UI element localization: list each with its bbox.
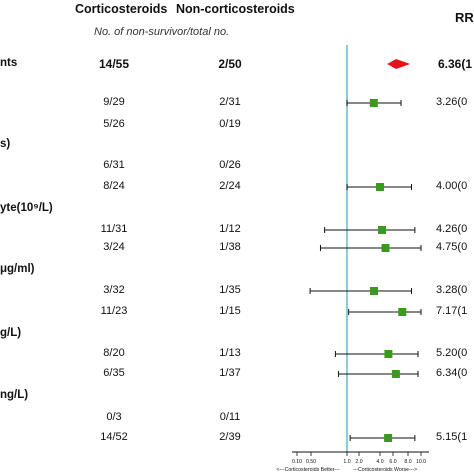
- cell-rr: 5.15(1: [436, 431, 468, 443]
- summary-diamond: [387, 59, 411, 69]
- point-estimate: [369, 99, 378, 107]
- cell-corticosteroids: 11/31: [100, 223, 128, 235]
- row-label: s): [0, 138, 11, 150]
- annotation-worse: ---Corticosteroids Worse--->: [353, 467, 417, 473]
- cell-rr: 7.17(1: [436, 305, 468, 317]
- row-label: ng/L): [0, 389, 29, 401]
- cell-non-corticosteroids: 0/19: [219, 118, 241, 130]
- x-tick-label: 6.0: [389, 459, 396, 465]
- row-label: yte(10⁹/L): [0, 202, 53, 214]
- point-estimate: [381, 244, 390, 252]
- row-label: g/L): [0, 327, 22, 339]
- point-estimate: [391, 370, 400, 378]
- cell-non-corticosteroids: 2/31: [219, 96, 241, 108]
- cell-non-corticosteroids: 1/12: [219, 223, 241, 235]
- cell-rr: 3.26(0: [436, 96, 468, 108]
- x-tick-label: 4.0: [376, 459, 383, 465]
- cell-corticosteroids: 6/31: [103, 159, 125, 171]
- cell-corticosteroids: 3/24: [103, 241, 125, 253]
- cell-non-corticosteroids: 2/50: [218, 57, 242, 71]
- point-estimate: [376, 183, 384, 191]
- cell-non-corticosteroids: 0/11: [219, 411, 241, 423]
- point-estimate: [384, 434, 393, 442]
- x-tick-label: 10.0: [416, 459, 426, 465]
- row-label: nts: [0, 57, 18, 69]
- cell-corticosteroids: 0/3: [106, 411, 122, 423]
- cell-rr: 6.34(0: [436, 367, 468, 379]
- cell-non-corticosteroids: 2/24: [219, 180, 241, 192]
- cell-corticosteroids: 8/20: [103, 347, 125, 359]
- cell-non-corticosteroids: 2/39: [219, 431, 241, 443]
- cell-corticosteroids: 9/29: [103, 96, 125, 108]
- cell-non-corticosteroids: 1/13: [219, 347, 241, 359]
- cell-rr: 4.26(0: [436, 223, 468, 235]
- header-subtitle: No. of non-survivor/total no.: [94, 26, 230, 38]
- x-tick-label: 0.10: [292, 459, 302, 465]
- x-tick-label: 0.50: [306, 459, 316, 465]
- row-label: μg/ml): [0, 263, 35, 275]
- cell-corticosteroids: 14/55: [98, 57, 130, 71]
- annotation-better: <---Corticosteroids Better---: [276, 467, 340, 473]
- cell-non-corticosteroids: 1/38: [219, 241, 241, 253]
- cell-corticosteroids: 14/52: [100, 431, 128, 443]
- header-rr: RR: [455, 10, 474, 25]
- header-non-corticosteroids: Non-corticosteroids: [176, 2, 295, 16]
- point-estimate: [398, 308, 407, 316]
- cell-non-corticosteroids: 1/37: [219, 367, 241, 379]
- cell-rr: 3.28(0: [436, 284, 468, 296]
- x-tick-label: 1.0: [343, 459, 350, 465]
- cell-non-corticosteroids: 1/35: [219, 284, 241, 296]
- cell-rr: 5.20(0: [436, 347, 468, 359]
- cell-corticosteroids: 8/24: [103, 180, 125, 192]
- x-tick-label: 2.0: [355, 459, 362, 465]
- cell-corticosteroids: 5/26: [103, 118, 125, 130]
- point-estimate: [378, 226, 387, 234]
- cell-corticosteroids: 11/23: [100, 305, 128, 317]
- cell-rr: 4.75(0: [436, 241, 468, 253]
- point-estimate: [384, 350, 393, 358]
- point-estimate: [369, 287, 378, 295]
- cell-non-corticosteroids: 0/26: [219, 159, 241, 171]
- cell-corticosteroids: 6/35: [103, 367, 125, 379]
- cell-non-corticosteroids: 1/15: [219, 305, 241, 317]
- x-tick-label: 8.0: [404, 459, 411, 465]
- cell-rr: 4.00(0: [436, 180, 468, 192]
- cell-corticosteroids: 3/32: [103, 284, 125, 296]
- header-corticosteroids: Corticosteroids: [75, 2, 168, 16]
- cell-rr: 6.36(1: [438, 57, 473, 71]
